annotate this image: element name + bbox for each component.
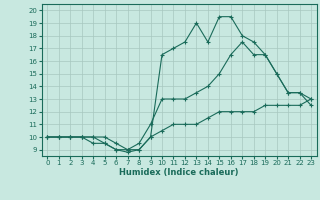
X-axis label: Humidex (Indice chaleur): Humidex (Indice chaleur) (119, 168, 239, 177)
